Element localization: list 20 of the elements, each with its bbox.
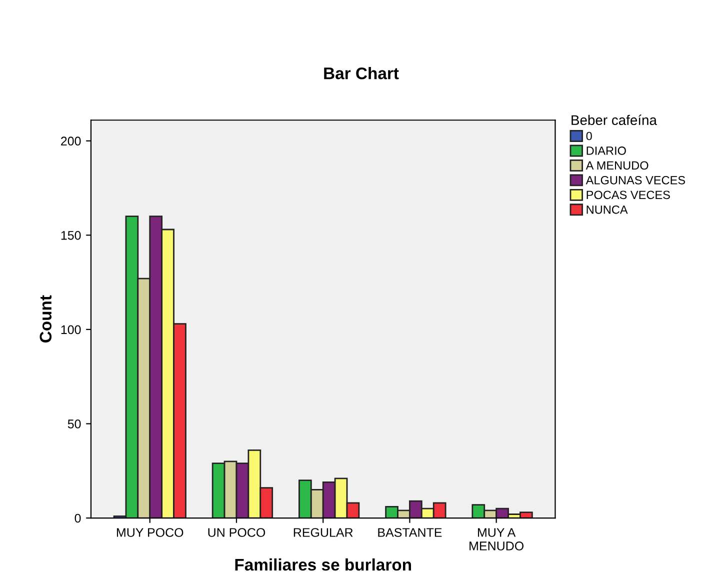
x-tick-label: REGULAR (294, 528, 353, 537)
y-axis-title: Count (40, 295, 52, 342)
x-tick-label: MUY A MENUDO (470, 528, 524, 550)
legend-label: 0 (586, 132, 592, 140)
legend-title: Beber cafeína (572, 114, 657, 126)
y-tick-label: 50 (68, 420, 81, 428)
y-tick-label: 0 (74, 514, 81, 523)
legend-label: NUNCA (586, 205, 628, 214)
legend-label: DIARIO (586, 146, 626, 155)
y-tick-label: 150 (61, 230, 81, 240)
x-tick-label: BASTANTE (378, 528, 442, 537)
x-tick-label: UN POCO (208, 528, 266, 537)
x-tick-label: MUY POCO (116, 528, 184, 537)
y-tick-label: 100 (61, 325, 81, 334)
y-tick-label: 200 (61, 136, 81, 146)
x-axis-title: Familiares se burlaron (235, 558, 411, 571)
legend-label: A MENUDO (586, 161, 648, 170)
legend-label: POCAS VECES (586, 190, 670, 200)
chart-title: Bar Chart (324, 67, 399, 80)
legend-label: ALGUNAS VECES (586, 176, 686, 184)
